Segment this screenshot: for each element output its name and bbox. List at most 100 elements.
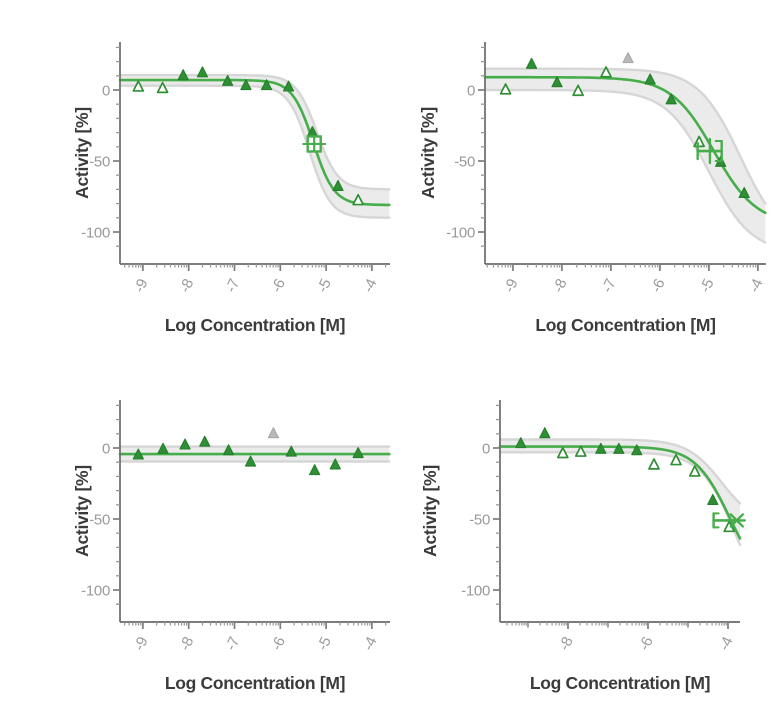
data-point [196,66,209,78]
ec50-marker [712,512,746,529]
x-tick-label: -6 [648,277,669,296]
data-point [244,455,257,467]
data-point [199,435,211,447]
y-tick-label: -50 [469,512,490,529]
x-tick-label: -5 [697,277,718,296]
fit-curve [498,445,742,540]
panel-top-left: 0 -50 -100 -9 -8 -7 -6 -5 -4 Activity [%] Log Conc… [0,0,392,358]
data-point [156,81,169,94]
x-tick-label: -6 [268,277,289,296]
data-point [600,66,612,78]
data-point [309,464,321,476]
x-tick-label: -4 [360,277,381,296]
data-point [738,187,750,199]
data-point [352,447,364,459]
x-tick-label: -8 [177,635,198,654]
data-point [644,73,656,85]
axes: 0 -50 -100 -9 -8 -7 -6 -5 -4 Activity [%] Log Conc… [72,42,390,335]
x-tick-label: -7 [222,277,243,296]
data-point [177,69,189,81]
fit-curve [483,75,767,215]
y-axis-title: Activity [%] [418,107,438,199]
ec50-marker [302,135,327,153]
x-tick-label: -8 [556,635,577,654]
y-axis-title: Activity [%] [72,107,92,199]
y-tick-label: -100 [461,583,490,600]
x-tick-label: -6 [268,635,289,654]
confidence-band [120,75,390,218]
axes: 0 -50 -100 -9 -8 -7 -6 -5 -4 Activity [%] Log Conc… [72,400,390,693]
data-point [132,80,145,92]
x-tick-label: -9 [131,635,152,654]
data-point [329,458,341,470]
data-point [515,437,527,449]
confidence-band-lower-edge [483,88,767,244]
x-axis-title: Log Concentration [M] [165,673,345,693]
y-tick-label: -50 [454,154,475,171]
confidence-band-upper-edge [498,438,742,505]
data-point [688,465,701,477]
data-point [332,179,344,191]
data-point [551,76,563,88]
data-point [670,453,682,466]
y-axis-title: Activity [%] [72,465,92,557]
x-tick-label: -9 [131,277,152,296]
x-tick-label: -4 [360,635,381,654]
confidence-band [485,68,766,243]
data-point [631,444,643,456]
x-tick-label: -5 [314,635,335,654]
data-point [556,446,569,459]
ec50-marker [696,137,723,165]
data-point [352,193,365,206]
data-point [282,80,295,92]
data-point [648,458,660,470]
data-point [260,79,273,91]
panel-top-right: 0 -50 -100 -9 -8 -7 -6 -5 -4 Activity [%] Log Conc… [392,0,784,358]
data-point [285,445,297,457]
data-point [240,79,252,91]
dose-response-chart: 0 -50 -100 -9 -8 -7 -6 -5 -4 Activity [%] Log Conc… [418,42,767,335]
data-point [525,57,538,69]
fit-curve [118,78,391,207]
x-axis-title: Log Concentration [M] [165,315,345,335]
x-tick-label: -5 [314,277,335,296]
dose-response-chart: 0 -50 -100 -9 -8 -7 -6 -5 -4 Activity [%] Log Conc… [72,400,391,693]
data-point [595,442,607,454]
excluded-data-point [267,427,280,439]
x-tick-label: -7 [599,277,620,296]
y-tick-label: -100 [446,225,475,242]
confidence-band [500,439,740,545]
y-tick-label: 0 [467,83,475,100]
data-point [613,442,625,454]
y-tick-label: -50 [89,154,110,171]
dose-response-chart: 0 -50 -100 -9 -8 -7 -6 -5 -4 Activity [%] Log Conc… [72,42,391,335]
data-point [665,93,677,105]
data-point [707,493,719,505]
data-point [179,438,191,450]
y-tick-label: 0 [102,83,110,100]
y-tick-label: 0 [102,441,110,458]
y-tick-label: 0 [482,441,490,458]
x-tick-label: -8 [550,277,571,296]
y-tick-label: -50 [89,512,110,529]
x-tick-label: -9 [501,277,522,296]
x-axis-title: Log Concentration [M] [530,673,710,693]
data-point [539,427,551,439]
data-point [572,84,584,97]
data-point [222,444,235,456]
y-tick-label: -100 [81,225,110,242]
excluded-data-point [622,52,634,64]
x-tick-label: -8 [177,277,198,296]
x-tick-label: -4 [716,635,737,654]
data-point [222,74,234,86]
dose-response-chart: 0 -50 -100 -8 -6 -4 Activity [%] Log Concentrat… [420,400,746,693]
panel-bottom-right: 0 -50 -100 -8 -6 -4 Activity [%] Log Concentrat… [392,358,784,716]
panel-bottom-left: 0 -50 -100 -9 -8 -7 -6 -5 -4 Activity [%] Log Conc… [0,358,392,716]
data-point [499,83,512,95]
x-tick-label: -4 [746,277,767,296]
x-tick-label: -6 [636,635,657,654]
x-tick-label: -7 [222,635,243,654]
y-axis-title: Activity [%] [420,465,440,557]
data-point [132,448,144,460]
